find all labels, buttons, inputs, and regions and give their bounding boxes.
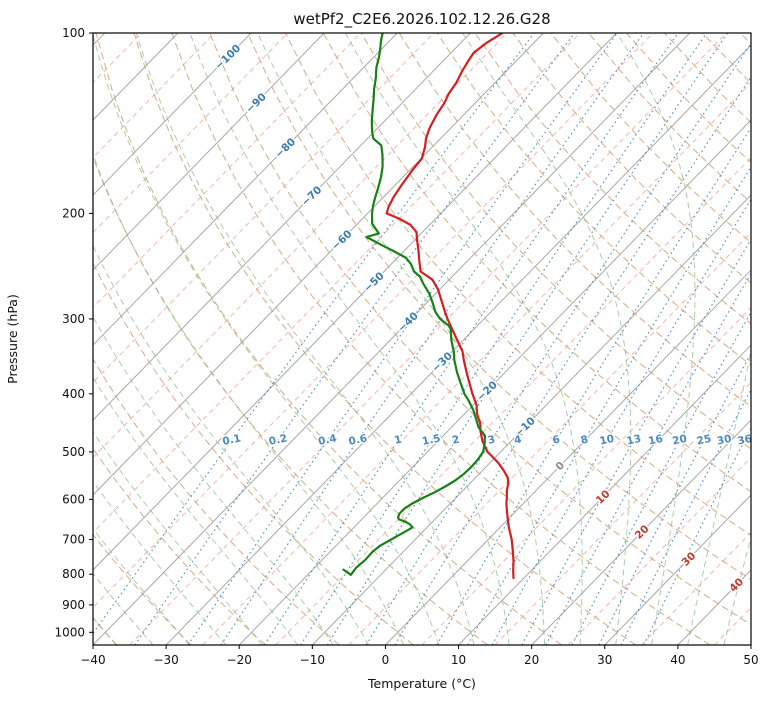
mixing-ratio-label: 20 <box>671 433 688 448</box>
mixing-ratio-label: 10 <box>598 433 615 448</box>
x-tick-label: 20 <box>524 653 539 667</box>
isotherm-label: −70 <box>299 184 324 209</box>
isotherm-label: −40 <box>396 310 421 335</box>
mixing-ratio-label: 0.1 <box>221 432 242 448</box>
x-tick-label: −20 <box>227 653 252 667</box>
plot-overlay-area: −100−90−80−70−60−50−40−30−20−10010203040… <box>54 26 758 667</box>
y-axis-label: Pressure (hPa) <box>5 294 20 384</box>
moist-adiabat-lines <box>93 33 751 645</box>
x-tick-label: 10 <box>451 653 466 667</box>
y-tick-label: 900 <box>62 598 85 612</box>
isotherm-label: −90 <box>244 91 269 116</box>
isotherm-label: −80 <box>273 136 298 161</box>
x-tick-label: 50 <box>743 653 758 667</box>
x-tick-label: 30 <box>597 653 612 667</box>
x-tick-label: 0 <box>382 653 390 667</box>
mixing-ratio-label: 0.6 <box>348 432 369 448</box>
chart-title: wetPf2_C2E6.2026.102.12.26.G28 <box>293 10 550 29</box>
y-tick-label: 800 <box>62 567 85 581</box>
x-tick-label: −40 <box>80 653 105 667</box>
y-tick-label: 300 <box>62 312 85 326</box>
y-tick-label: 600 <box>62 492 85 506</box>
dewpoint-curve <box>342 33 486 576</box>
plot-grid-area <box>93 33 751 645</box>
dry-adiabat-lines <box>93 33 751 645</box>
x-axis-label: Temperature (°C) <box>367 676 476 691</box>
x-tick-label: −10 <box>300 653 325 667</box>
isotherm-label: −20 <box>475 379 500 404</box>
mixing-ratio-label: 25 <box>696 433 713 448</box>
y-tick-label: 400 <box>62 387 85 401</box>
mixing-ratio-labels: 0.1 0.2 0.4 0.6 1 1.5 2 3 4 6 8 10 13 16 20 25 30 36 <box>220 431 755 450</box>
x-tick-label: −30 <box>153 653 178 667</box>
plot-frame <box>92 32 752 646</box>
mixing-ratio-label: 16 <box>647 433 664 448</box>
isotherm-lines <box>93 33 751 645</box>
temperature-curve <box>385 33 515 580</box>
x-axis-ticks: −40 −30 −20 −10 0 10 20 30 40 50 <box>80 645 759 667</box>
y-tick-label: 1000 <box>54 625 85 639</box>
y-tick-label: 200 <box>62 206 85 220</box>
mixing-ratio-label: 2 <box>451 434 461 447</box>
isotherm-label: −100 <box>213 42 243 72</box>
y-tick-label: 100 <box>62 26 85 40</box>
mixing-ratio-label: 6 <box>551 434 561 447</box>
isotherm-label: −60 <box>329 228 354 253</box>
y-tick-label: 500 <box>62 445 85 459</box>
mixing-ratio-label: 0.4 <box>317 432 338 448</box>
mixing-ratio-label: 13 <box>625 433 642 448</box>
mixing-ratio-label: 30 <box>716 433 733 448</box>
isotherm-label: −30 <box>430 350 455 375</box>
mixing-ratio-label: 0.2 <box>268 432 289 448</box>
mixing-ratio-lines <box>93 33 751 645</box>
isotherm-minor-lines <box>93 33 751 645</box>
y-axis-ticks: 100 200 300 400 500 600 700 800 900 1000 <box>54 26 93 639</box>
x-tick-label: 40 <box>670 653 685 667</box>
y-tick-label: 700 <box>62 532 85 546</box>
isotherm-label: −50 <box>362 270 387 295</box>
mixing-ratio-label: 36 <box>736 433 753 448</box>
mixing-ratio-label: 1.5 <box>421 432 442 448</box>
